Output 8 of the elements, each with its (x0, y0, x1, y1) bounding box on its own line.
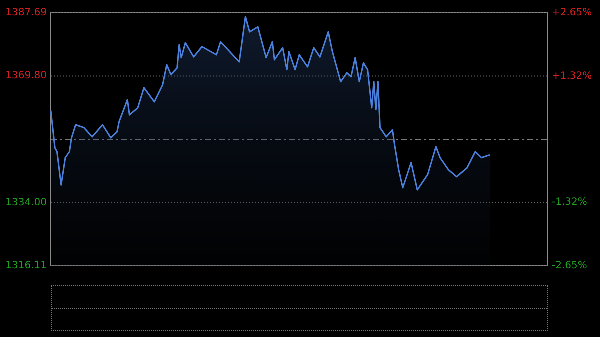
y-tick-label: 1334.00 (6, 197, 47, 208)
y2-tick-label: +2.65% (552, 8, 592, 18)
y2-tick-label: -1.32% (552, 197, 588, 208)
y2-tick-label: -2.65% (552, 260, 588, 272)
y-tick-label: 1387.69 (6, 8, 47, 18)
y-tick-label: 1369.80 (6, 70, 47, 82)
y2-tick-label: +1.32% (552, 70, 592, 82)
y-tick-label: 1316.11 (6, 260, 47, 272)
